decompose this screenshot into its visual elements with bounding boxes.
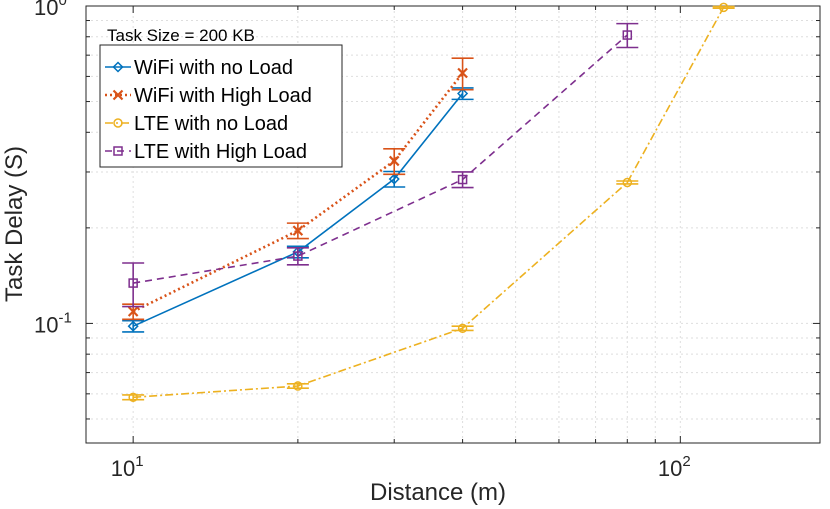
series-line xyxy=(132,72,464,313)
legend-label: LTE with High Load xyxy=(134,141,307,163)
data-point xyxy=(128,392,138,403)
data-point xyxy=(457,87,469,100)
data-point xyxy=(388,173,400,185)
data-point xyxy=(457,67,468,79)
legend-label: WiFi with no Load xyxy=(134,57,293,79)
data-point xyxy=(293,251,303,261)
legend-marker xyxy=(112,89,124,101)
legend: WiFi with no Load WiFi with High Load LTE … xyxy=(99,44,343,168)
data-point xyxy=(292,225,304,236)
y-tick-label: 100 xyxy=(34,0,67,20)
series-1 xyxy=(122,57,474,321)
legend-box xyxy=(99,44,343,168)
x-tick-label: 102 xyxy=(658,453,691,481)
data-point xyxy=(457,323,468,334)
data-point xyxy=(457,174,468,185)
legend-marker xyxy=(113,118,123,128)
legend-marker xyxy=(112,61,124,73)
x-tick-label: 101 xyxy=(111,453,144,481)
grid xyxy=(86,6,820,443)
data-point xyxy=(622,30,633,40)
legend-entry: LTE with no Load xyxy=(105,113,288,135)
legend-entry: WiFi with no Load xyxy=(105,57,293,79)
series-line xyxy=(133,34,628,284)
data-point xyxy=(127,320,139,332)
series-line xyxy=(132,93,464,327)
data-point xyxy=(293,381,303,391)
legend-entry: WiFi with High Load xyxy=(105,85,312,107)
y-axis-label: Task Delay (S) xyxy=(1,146,28,302)
series-2 xyxy=(122,2,735,403)
y-tick-label: 10-1 xyxy=(34,309,72,337)
legend-label: LTE with no Load xyxy=(134,113,288,135)
x-axis-label: Distance (m) xyxy=(370,479,506,506)
data-point xyxy=(718,2,729,13)
plot-frame xyxy=(85,5,821,444)
axis-ticks: 101 102 10-1 100 xyxy=(34,0,820,481)
data-point xyxy=(128,278,138,288)
data-point xyxy=(388,155,400,167)
legend-entry: LTE with High Load xyxy=(105,141,307,163)
series-3 xyxy=(122,22,639,308)
series-layer xyxy=(122,2,735,403)
chart-annotation: Task Size = 200 KB xyxy=(107,26,255,45)
data-point xyxy=(622,177,633,188)
data-point xyxy=(127,306,139,317)
legend-label: WiFi with High Load xyxy=(134,85,312,107)
legend-marker xyxy=(113,146,123,156)
